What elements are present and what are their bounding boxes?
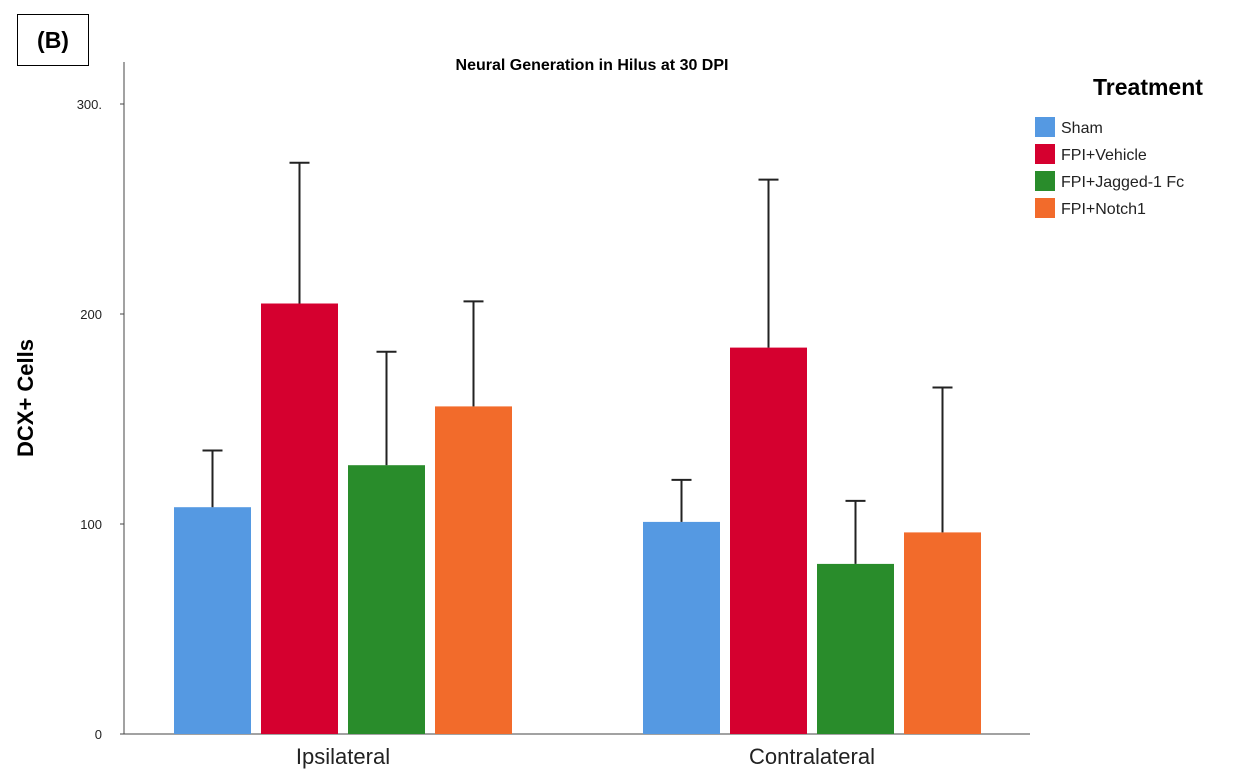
legend-swatch: [1035, 117, 1055, 137]
legend-label: FPI+Jagged-1 Fc: [1061, 174, 1184, 191]
bar: [174, 507, 251, 734]
labels: 0 100 200 300. Ipsilateral Contralateral Neura…: [13, 57, 875, 769]
error-bars: [202, 161, 953, 564]
y-tick-label: 200: [80, 307, 102, 322]
legend-title: Treatment: [1093, 74, 1203, 100]
legend-label: FPI+Notch1: [1061, 201, 1146, 218]
chart-title: Neural Generation in Hilus at 30 DPI: [456, 57, 729, 74]
legend-label: FPI+Vehicle: [1061, 147, 1147, 164]
bar: [904, 532, 981, 734]
legend-label: Sham: [1061, 120, 1103, 137]
bar: [435, 406, 512, 734]
legend-swatch: [1035, 171, 1055, 191]
bar: [730, 347, 807, 734]
y-axis-label: DCX+ Cells: [13, 339, 38, 457]
bar: [348, 465, 425, 734]
legend-swatch: [1035, 198, 1055, 218]
bars: [174, 303, 981, 734]
legend-swatch: [1035, 144, 1055, 164]
bar: [817, 563, 894, 734]
y-tick-label: 300.: [77, 97, 102, 112]
bar: [643, 521, 720, 734]
x-category-label: Contralateral: [749, 744, 875, 769]
legend: Treatment Sham FPI+Vehicle FPI+Jagged-1 Fc F…: [1035, 74, 1203, 218]
panel-label: (B): [17, 14, 89, 66]
bar: [261, 303, 338, 734]
y-tick-label: 0: [95, 727, 102, 742]
x-category-label: Ipsilateral: [296, 744, 390, 769]
y-tick-label: 100: [80, 517, 102, 532]
